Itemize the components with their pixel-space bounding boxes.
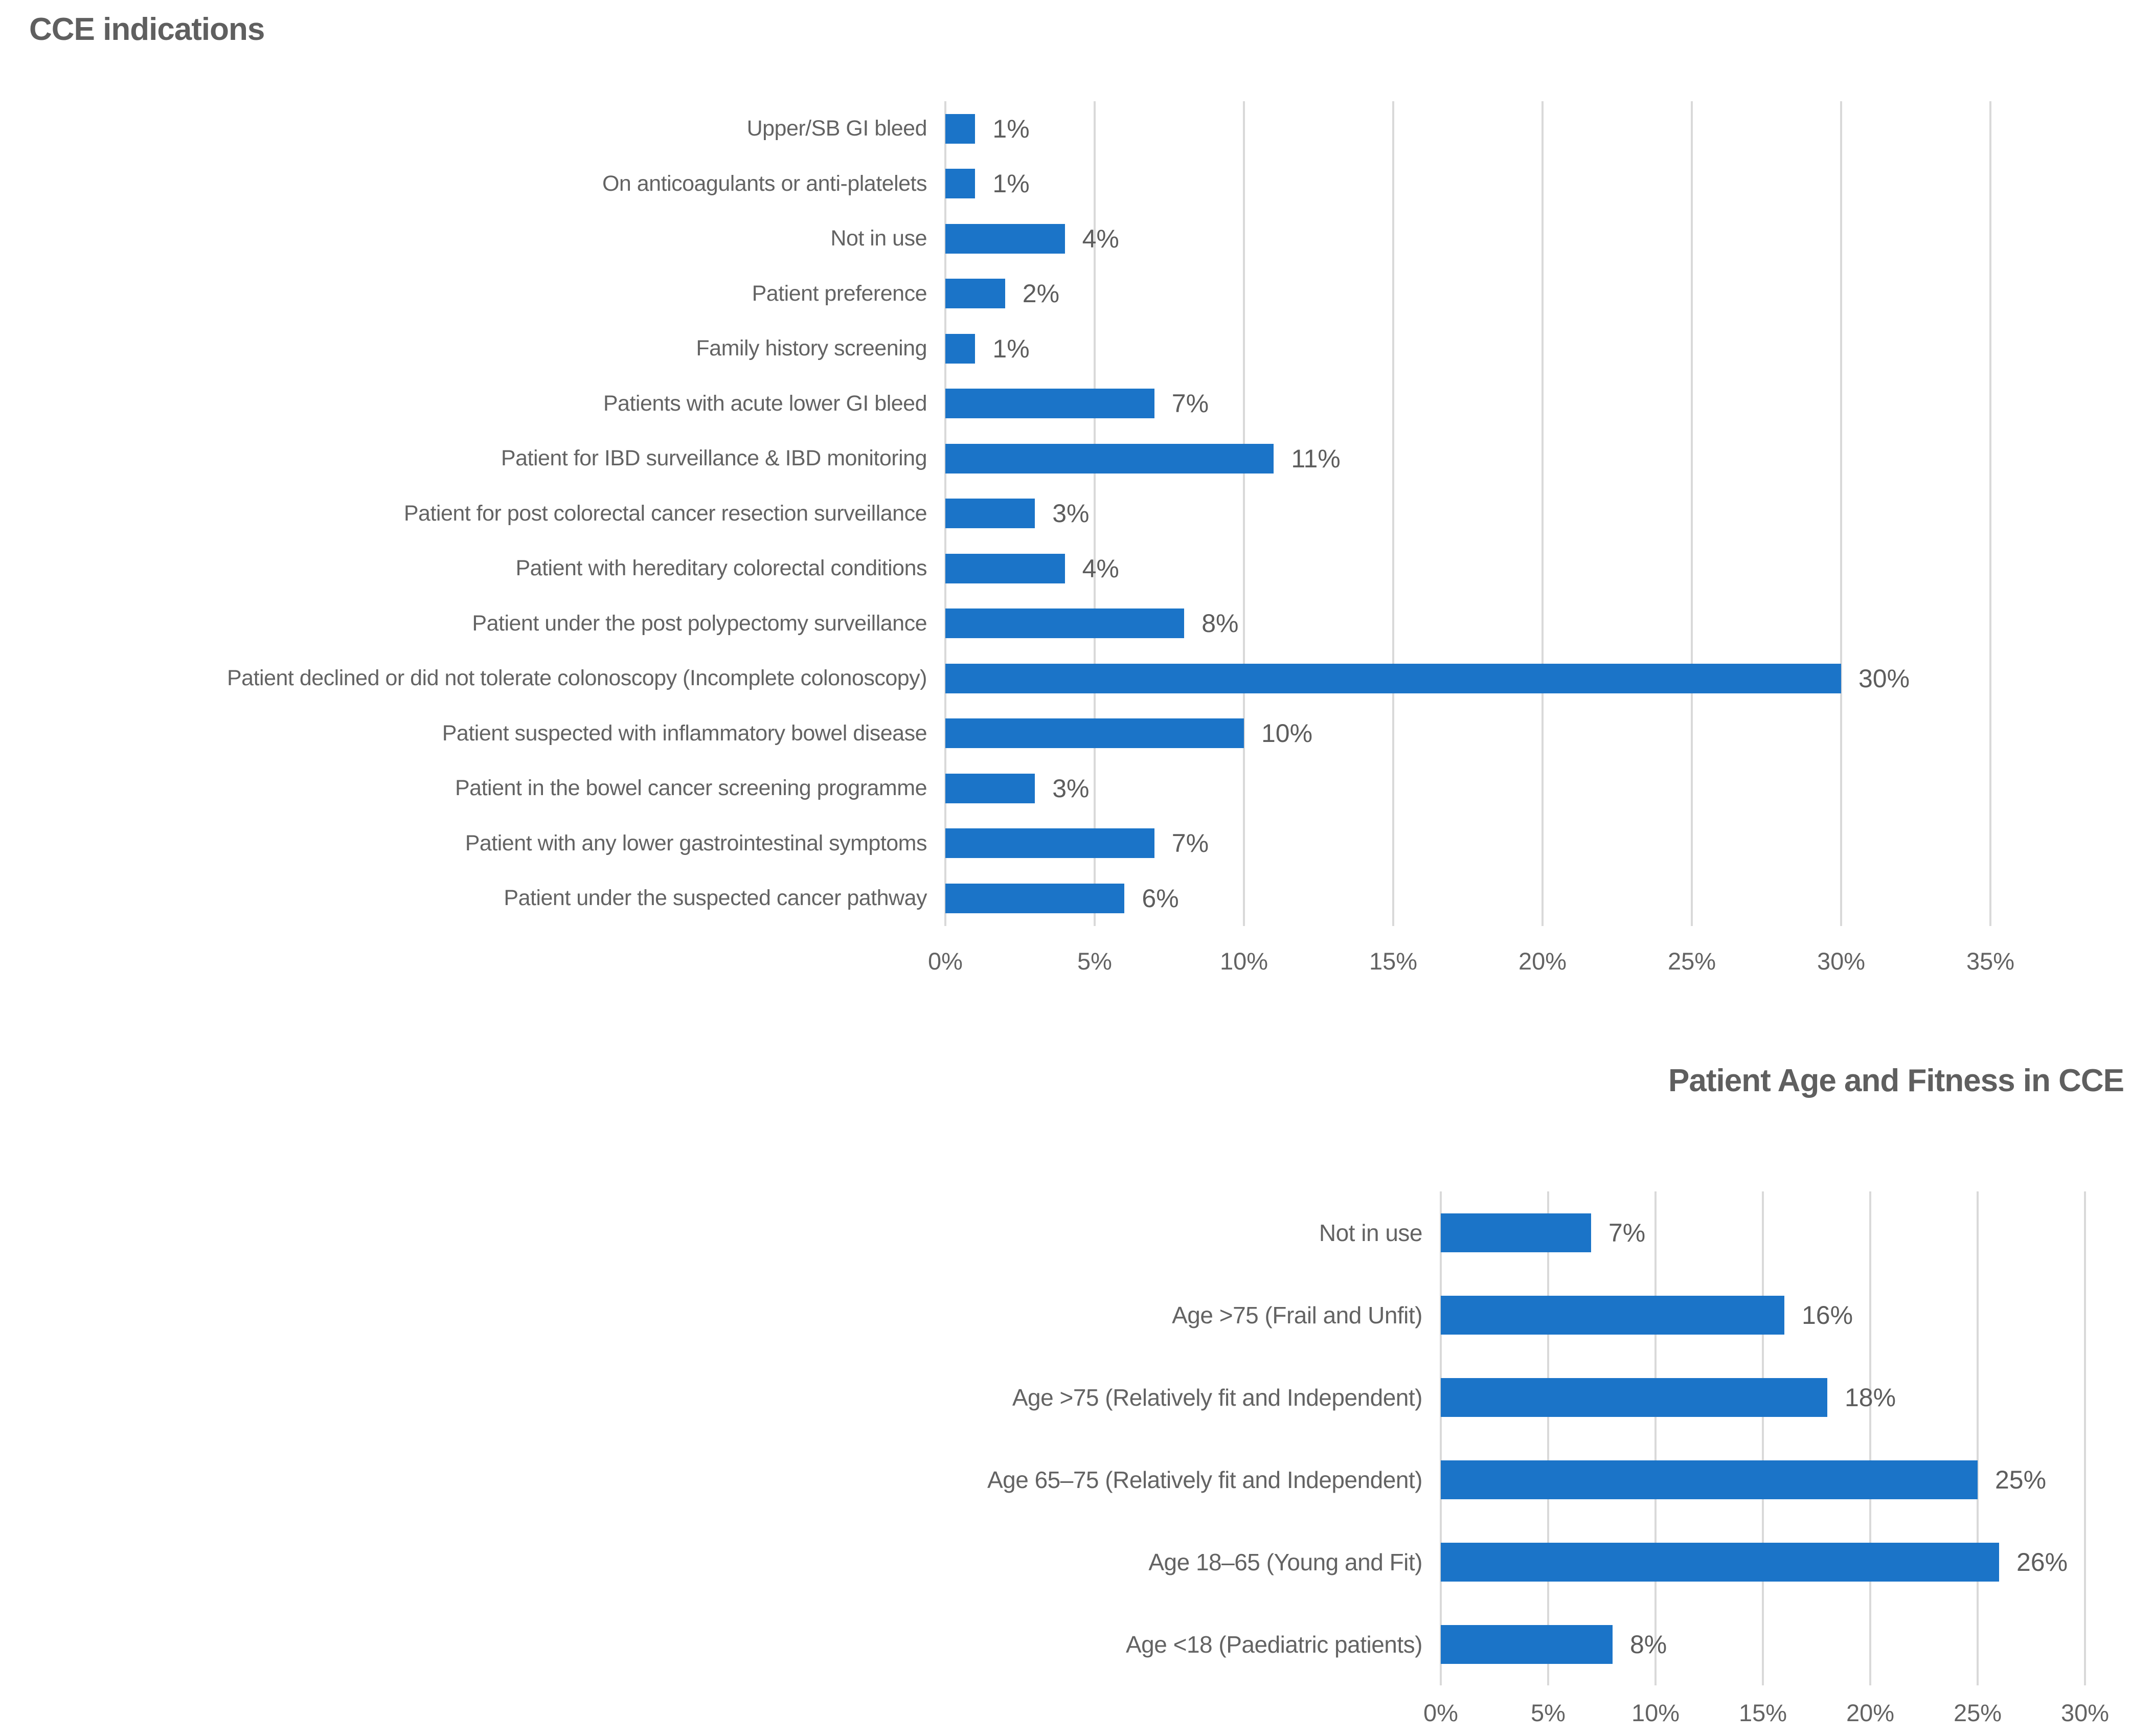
bar: [1441, 1295, 1784, 1335]
category-label: Patient preference: [752, 281, 927, 306]
bar: [945, 773, 1035, 803]
bar: [945, 553, 1065, 583]
gridline: [1243, 101, 1245, 926]
category-label: Not in use: [1319, 1219, 1423, 1246]
bar: [945, 169, 976, 199]
category-label: Not in use: [830, 226, 927, 251]
bar: [945, 389, 1154, 419]
bar: [1441, 1378, 1827, 1417]
category-label: On anticoagulants or anti-platelets: [602, 171, 927, 196]
value-label: 10%: [1261, 719, 1313, 748]
value-label: 1%: [992, 169, 1030, 198]
x-axis-tick: 30%: [2060, 1699, 2110, 1726]
category-label: Patient declined or did not tolerate col…: [227, 666, 927, 691]
bar: [945, 663, 1841, 693]
category-label: Patient suspected with inflammatory bowe…: [442, 720, 927, 746]
x-axis-tick: 0%: [928, 948, 963, 975]
bar: [945, 443, 1274, 474]
bar: [945, 279, 1005, 309]
gridline: [1654, 1191, 1657, 1685]
value-label: 4%: [1082, 554, 1119, 583]
value-label: 4%: [1082, 224, 1119, 253]
x-axis-tick: 35%: [1966, 948, 2015, 975]
category-label: Family history screening: [696, 336, 927, 361]
bar: [945, 608, 1185, 639]
x-axis-tick: 25%: [1953, 1699, 2002, 1726]
bar: [945, 718, 1244, 749]
value-label: 2%: [1022, 279, 1060, 308]
value-label: 1%: [992, 114, 1030, 143]
category-label: Patient for post colorectal cancer resec…: [403, 501, 927, 526]
value-label: 1%: [992, 334, 1030, 363]
value-label: 6%: [1142, 884, 1179, 913]
bar: [1441, 1542, 1999, 1582]
x-axis-tick: 0%: [1423, 1699, 1458, 1726]
x-axis-tick: 10%: [1631, 1699, 1680, 1726]
category-label: Patient under the suspected cancer pathw…: [504, 886, 927, 911]
value-label: 7%: [1171, 829, 1209, 858]
gridline: [1547, 1191, 1549, 1685]
x-axis-tick: 5%: [1077, 948, 1112, 975]
category-label: Age >75 (Frail and Unfit): [1172, 1301, 1422, 1328]
value-label: 8%: [1201, 609, 1239, 638]
bar: [1441, 1460, 1978, 1499]
bar: [945, 223, 1065, 254]
category-label: Patient for IBD surveillance & IBD monit…: [501, 446, 927, 471]
bar: [945, 333, 976, 364]
cce-indications-title: CCE indications: [29, 12, 265, 47]
bar: [945, 828, 1154, 859]
category-label: Patients with acute lower GI bleed: [603, 391, 927, 416]
x-axis-tick: 20%: [1518, 948, 1567, 975]
category-label: Patient in the bowel cancer screening pr…: [455, 776, 927, 801]
gridline: [1989, 101, 1991, 926]
gridline: [1869, 1191, 1871, 1685]
bar: [1441, 1213, 1591, 1252]
value-label: 3%: [1052, 774, 1090, 803]
category-label: Age >75 (Relatively fit and Independent): [1012, 1384, 1423, 1411]
x-axis-tick: 30%: [1817, 948, 1866, 975]
value-label: 18%: [1845, 1383, 1896, 1412]
value-label: 7%: [1171, 389, 1209, 418]
value-label: 7%: [1608, 1218, 1646, 1247]
category-label: Age <18 (Paediatric patients): [1125, 1631, 1423, 1658]
value-label: 16%: [1802, 1300, 1853, 1329]
value-label: 3%: [1052, 499, 1090, 528]
category-label: Patient with any lower gastrointestinal …: [465, 830, 927, 855]
patient-age-fitness-title: Patient Age and Fitness in CCE: [1668, 1063, 2124, 1098]
category-label: Upper/SB GI bleed: [746, 116, 927, 141]
category-label: Age 65–75 (Relatively fit and Independen…: [987, 1466, 1423, 1493]
bar: [1441, 1625, 1613, 1664]
gridline: [1541, 101, 1544, 926]
bar: [945, 114, 976, 144]
gridline: [1094, 101, 1096, 926]
category-label: Age 18–65 (Young and Fit): [1148, 1548, 1422, 1575]
gridline: [1691, 101, 1693, 926]
gridline: [1440, 1191, 1442, 1685]
gridline: [1392, 101, 1394, 926]
gridline: [2084, 1191, 2086, 1685]
x-axis-tick: 10%: [1219, 948, 1268, 975]
x-axis-tick: 20%: [1846, 1699, 1895, 1726]
value-label: 11%: [1291, 444, 1341, 473]
value-label: 30%: [1858, 664, 1910, 693]
gridline: [1977, 1191, 1979, 1685]
x-axis-tick: 15%: [1738, 1699, 1787, 1726]
value-label: 8%: [1630, 1630, 1667, 1659]
bar: [945, 499, 1035, 529]
gridline: [1840, 101, 1842, 926]
value-label: 26%: [2016, 1547, 2068, 1576]
bar: [945, 883, 1125, 913]
x-axis-tick: 5%: [1531, 1699, 1566, 1726]
category-label: Patient under the post polypectomy surve…: [472, 611, 927, 636]
x-axis-tick: 15%: [1369, 948, 1418, 975]
x-axis-tick: 25%: [1667, 948, 1716, 975]
value-label: 25%: [1995, 1465, 2047, 1494]
gridline: [1762, 1191, 1764, 1685]
category-label: Patient with hereditary colorectal condi…: [515, 556, 927, 581]
